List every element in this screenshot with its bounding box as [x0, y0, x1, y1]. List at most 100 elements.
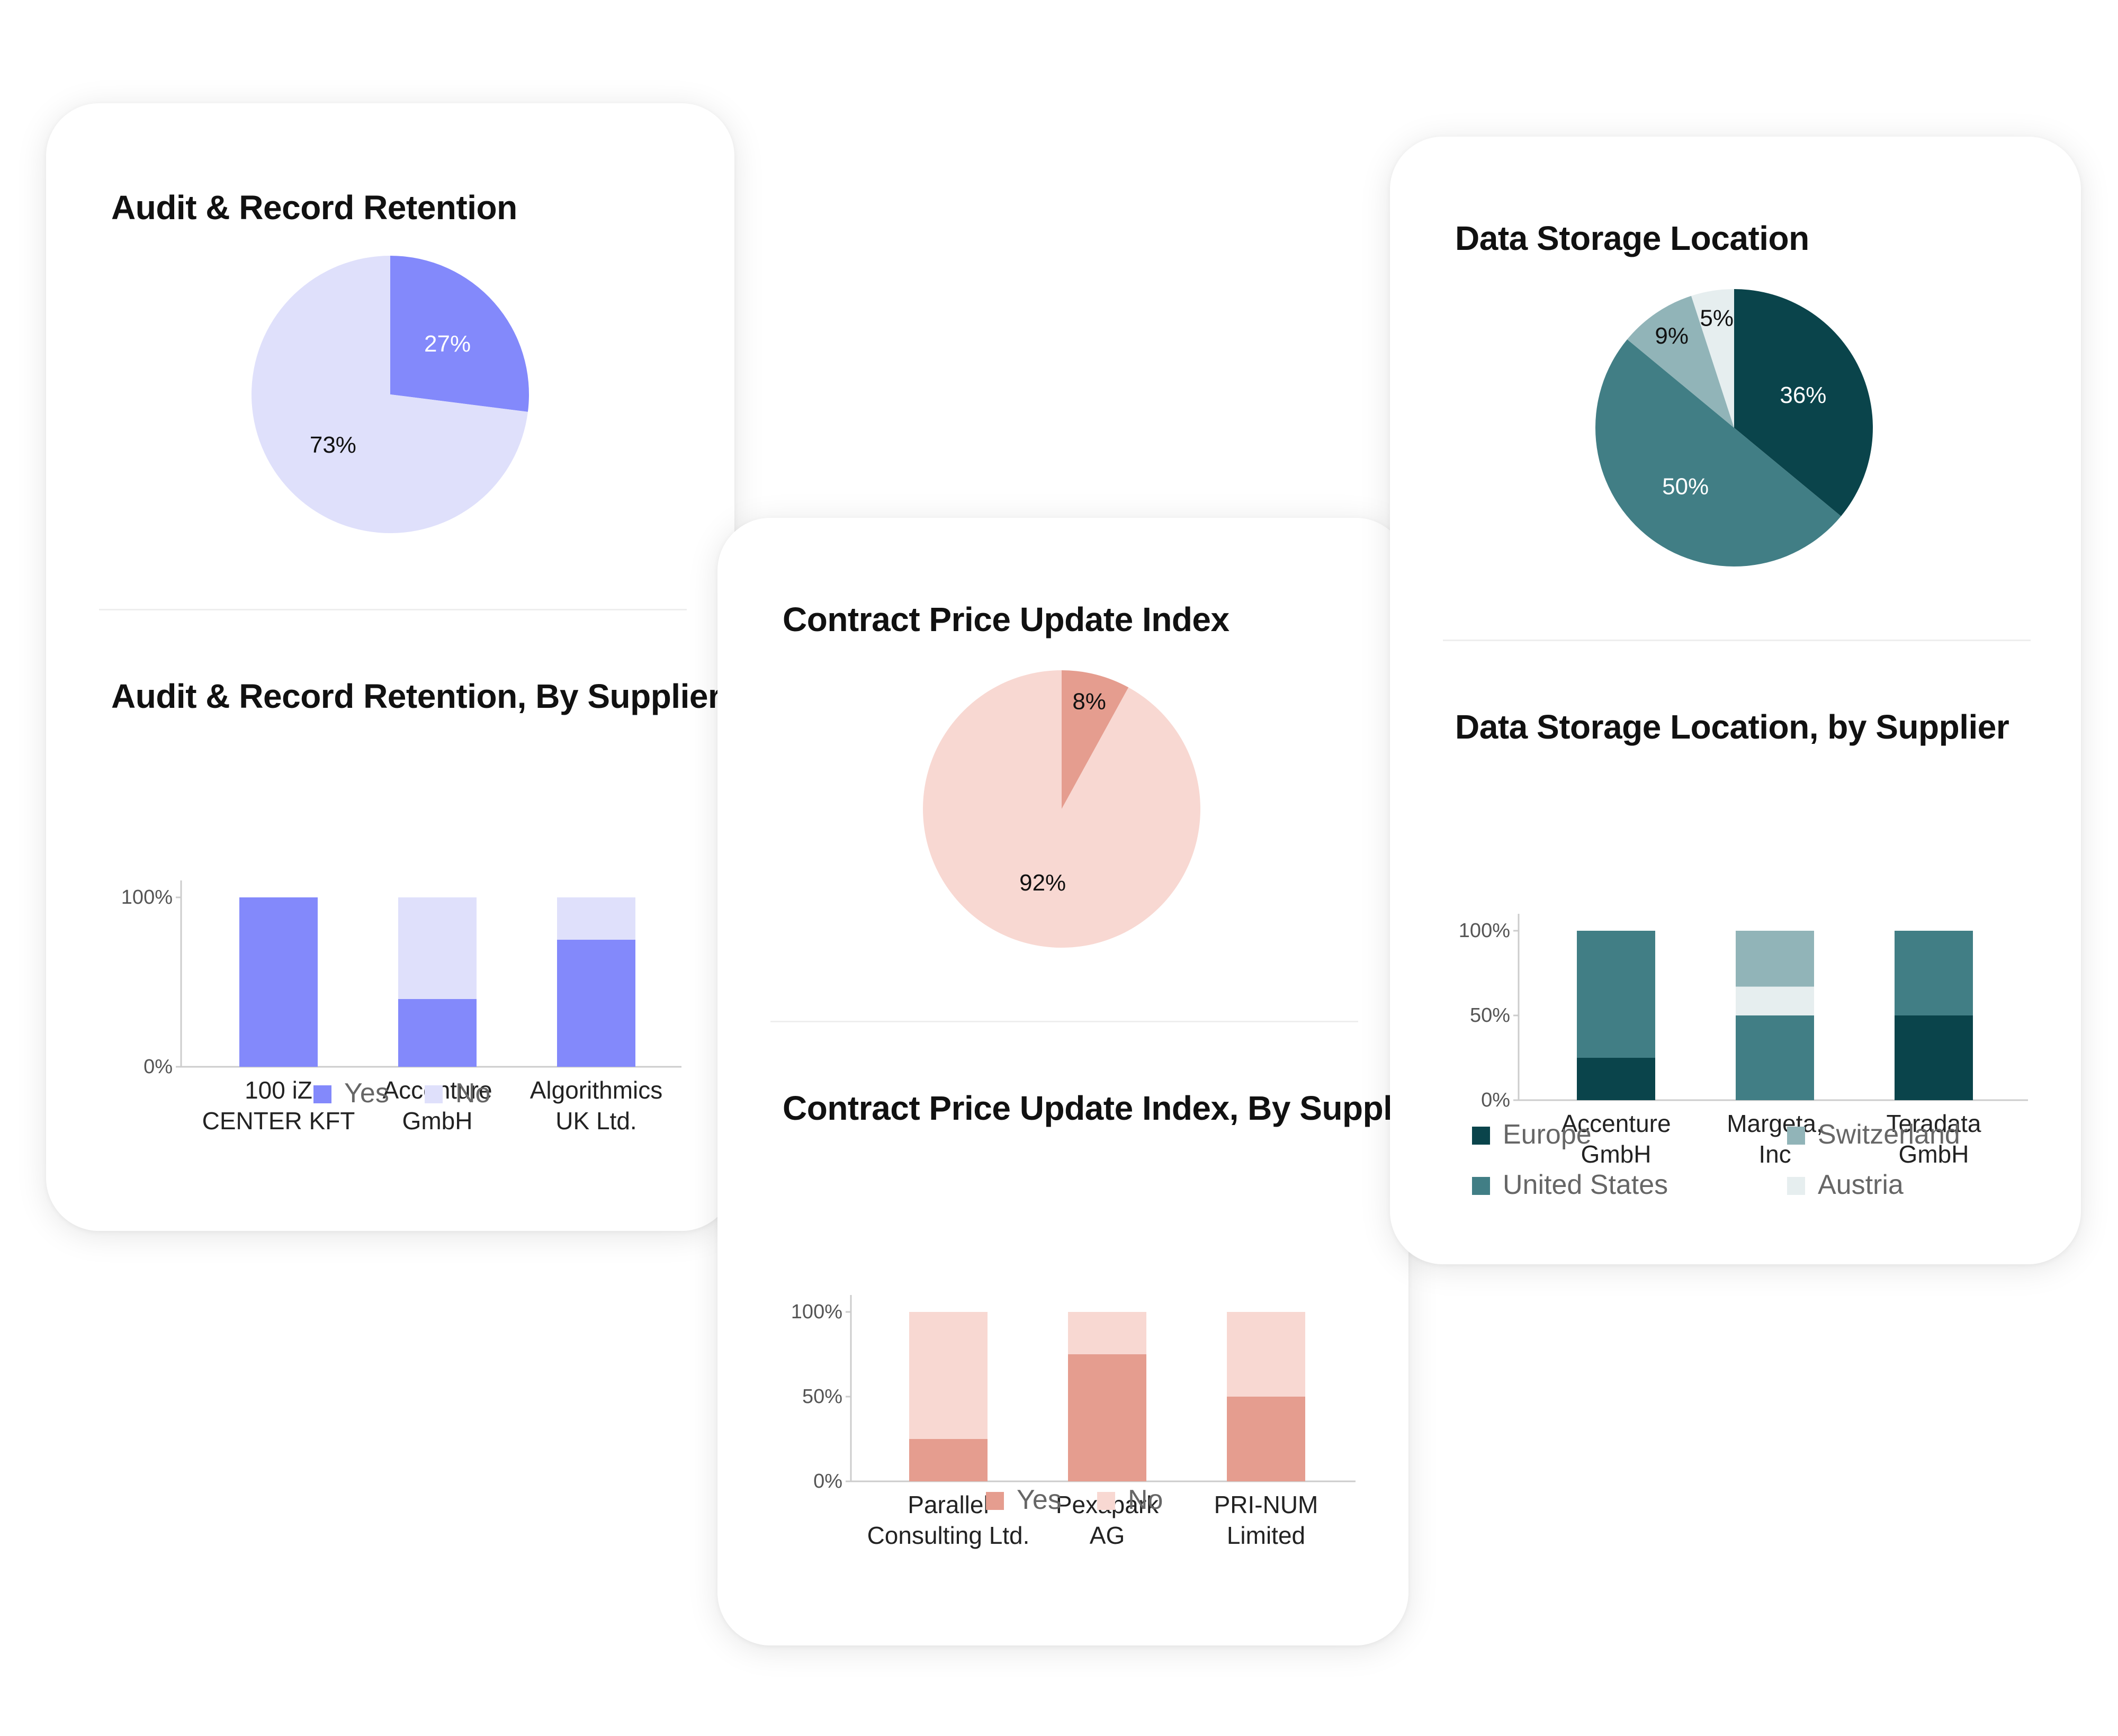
x-category-label: PRI-NUM: [1214, 1491, 1318, 1518]
bar-austria-margeta-inc: [1736, 986, 1814, 1015]
x-category-label: Limited: [1227, 1522, 1305, 1549]
x-category-label: GmbH: [1899, 1140, 1969, 1168]
contract-pie-chart: 8% 92%: [923, 670, 1200, 948]
pie-label-no: 73%: [310, 432, 356, 458]
pie-slice-no: [252, 256, 528, 533]
x-category-label: Accenture: [1561, 1110, 1671, 1137]
pie-label-yes: 27%: [424, 331, 471, 357]
audit-pie-chart: 27% 73%: [252, 256, 530, 533]
pie-label-united-states: 50%: [1662, 474, 1709, 500]
audit-pie-title: Audit & Record Retention: [111, 188, 517, 227]
data-storage-card: Data Storage Location 36% 50% 9% 5% Data St…: [1390, 137, 2081, 1264]
y-tick-label: 100%: [791, 1301, 842, 1323]
pie-label-europe: 36%: [1780, 382, 1826, 408]
bar-yes-accenture-gmbh: [398, 999, 477, 1067]
legend-switzerland-swatch: [1787, 1127, 1805, 1145]
legend-no-swatch: [1097, 1492, 1115, 1510]
bar-yes-parallel-consulting-ltd: [909, 1439, 988, 1481]
legend-yes-label: Yes: [1017, 1485, 1062, 1515]
bar-yes-algorithmics-uk-ltd: [557, 940, 635, 1067]
contract-pie-title: Contract Price Update Index: [783, 600, 1229, 638]
y-tick-label: 0%: [1481, 1089, 1510, 1111]
x-category-label: Margeta,: [1727, 1110, 1823, 1137]
storage-legend: Europe Switzerland United States Austria: [1472, 1119, 2054, 1225]
legend-united-states-label: United States: [1503, 1170, 1668, 1200]
legend-europe: Europe: [1472, 1119, 1592, 1150]
contract-legend: Yes No: [986, 1484, 1357, 1526]
bar-switzerland-margeta-inc: [1736, 931, 1814, 987]
legend-no: No: [1097, 1484, 1163, 1516]
bar-yes-pexapark-ag: [1068, 1354, 1146, 1481]
bar-no-algorithmics-uk-ltd: [557, 897, 635, 940]
contract-bar-title: Contract Price Update Index, By Suppl..: [783, 1089, 1408, 1127]
audit-legend: Yes No: [313, 1077, 684, 1120]
y-tick-label: 100%: [1459, 920, 1510, 942]
legend-yes-swatch: [313, 1085, 331, 1103]
pie-slice-yes: [390, 256, 530, 412]
legend-no-label: No: [1128, 1485, 1163, 1515]
x-category-label: GmbH: [1581, 1140, 1652, 1168]
storage-bar-chart: 100% 50% 0% Accenture GmbH Margeta, Inc Teradat…: [1459, 914, 2028, 1168]
legend-europe-label: Europe: [1503, 1119, 1592, 1150]
divider: [1443, 640, 2031, 641]
y-tick-label: 0%: [813, 1470, 842, 1492]
x-category-label: Inc: [1758, 1140, 1791, 1168]
pie-slice-switzerland: [1627, 295, 1734, 428]
bar-no-accenture-gmbh: [398, 897, 477, 999]
legend-switzerland: Switzerland: [1787, 1119, 1960, 1150]
x-category-label: Consulting Ltd.: [867, 1522, 1030, 1549]
legend-united-states-swatch: [1472, 1177, 1490, 1195]
y-tick-label: 50%: [1470, 1004, 1510, 1027]
bar-europe-accenture-gmbh: [1577, 1058, 1655, 1100]
bar-united-states-margeta-inc: [1736, 1015, 1814, 1100]
x-category-label: Algorithmics: [530, 1076, 663, 1104]
bar-united-states-teradata-gmbh: [1895, 931, 1973, 1015]
legend-yes: Yes: [986, 1484, 1062, 1516]
pie-slice-europe: [1734, 289, 1873, 517]
audit-bar-title: Audit & Record Retention, By Supplier: [111, 677, 721, 715]
legend-europe-swatch: [1472, 1127, 1490, 1145]
divider: [770, 1021, 1358, 1022]
storage-pie-chart: 36% 50% 9% 5%: [1595, 289, 1873, 566]
bar-europe-teradata-gmbh: [1895, 1015, 1973, 1100]
bar-no-pri-num-limited: [1227, 1312, 1305, 1397]
x-category-label: Parallel: [908, 1491, 989, 1518]
legend-no-swatch: [425, 1085, 443, 1103]
x-category-label: GmbH: [402, 1107, 473, 1135]
legend-yes-label: Yes: [344, 1078, 389, 1109]
divider: [99, 609, 687, 610]
y-tick-label: 0%: [143, 1056, 173, 1078]
bar-united-states-accenture-gmbh: [1577, 931, 1655, 1058]
storage-bar-title: Data Storage Location, by Supplier: [1455, 708, 2009, 746]
storage-pie-title: Data Storage Location: [1455, 219, 1809, 257]
pie-label-no: 92%: [1019, 870, 1066, 896]
x-category-label: UK Ltd.: [555, 1107, 636, 1135]
y-tick-label: 50%: [802, 1386, 842, 1408]
legend-no: No: [425, 1077, 490, 1109]
x-category-label: CENTER KFT: [202, 1107, 355, 1135]
legend-switzerland-label: Switzerland: [1818, 1119, 1960, 1150]
y-tick-label: 100%: [121, 886, 173, 909]
x-category-label: 100 iZ: [245, 1076, 312, 1104]
pie-label-yes: 8%: [1072, 688, 1106, 714]
pie-slice-united-states: [1595, 339, 1841, 566]
x-category-label: AG: [1090, 1522, 1125, 1549]
legend-austria-label: Austria: [1818, 1170, 1904, 1200]
pie-slice-no: [923, 670, 1200, 948]
legend-united-states: United States: [1472, 1169, 1668, 1201]
pie-slice-yes: [1062, 670, 1129, 809]
legend-yes: Yes: [313, 1077, 389, 1109]
pie-label-austria: 5%: [1700, 305, 1734, 331]
legend-yes-swatch: [986, 1492, 1004, 1510]
audit-retention-card: Audit & Record Retention 27% 73% Audit & …: [46, 103, 734, 1231]
pie-label-switzerland: 9%: [1655, 323, 1689, 349]
legend-no-label: No: [455, 1078, 491, 1109]
bar-yes-100-iz-center-kft: [239, 897, 318, 1067]
bar-no-pexapark-ag: [1068, 1312, 1146, 1354]
bar-no-parallel-consulting-ltd: [909, 1312, 988, 1439]
legend-austria-swatch: [1787, 1177, 1805, 1195]
legend-austria: Austria: [1787, 1169, 1904, 1201]
contract-price-card: Contract Price Update Index 8% 92% Contra…: [717, 518, 1408, 1645]
